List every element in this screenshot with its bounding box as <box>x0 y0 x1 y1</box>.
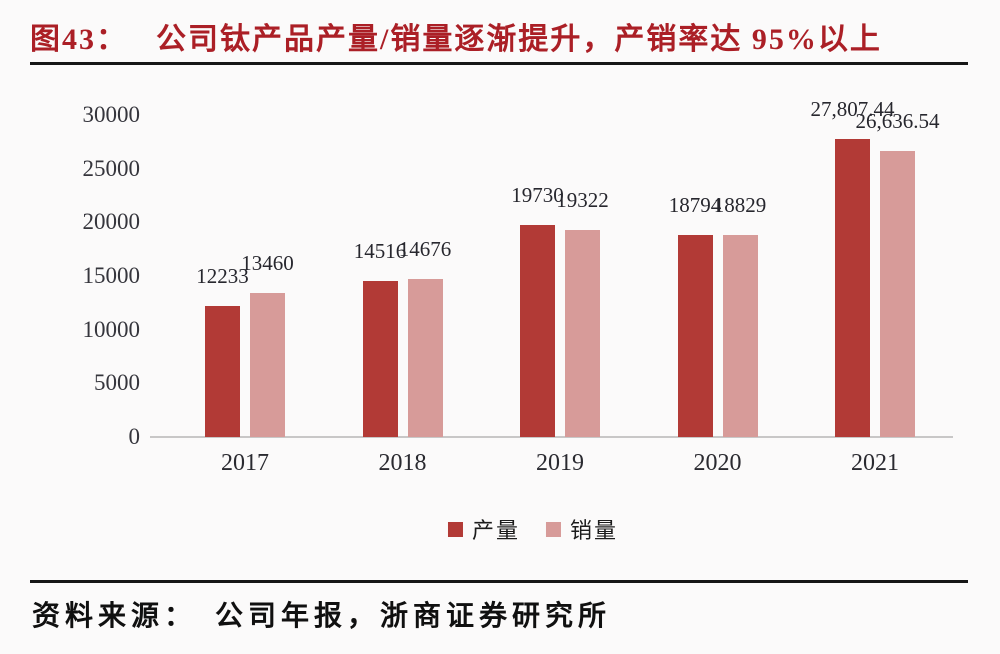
chart-legend: 产量 销量 <box>447 513 618 545</box>
sales-value-label-2020: 18829 <box>713 192 767 217</box>
production-value-label-2018: 14516 <box>353 239 407 264</box>
y-axis-tick-label: 25000 <box>82 155 141 181</box>
bar-chart: 0 5000 10000 15000 20000 25000 30000 12233 14516… <box>82 96 953 476</box>
sales-value-label-2017: 13460 <box>241 250 294 275</box>
figure-label: 图43： <box>30 23 128 56</box>
sales-bar-2021 <box>880 151 915 437</box>
production-bar-2020 <box>677 235 713 437</box>
production-bar-2021 <box>835 138 870 437</box>
y-axis-tick-label: 10000 <box>82 316 141 342</box>
figure-title: 公司钛产品产量/销量逐渐提升，产销率达 95%以上 <box>156 23 882 56</box>
sales-bar-2017 <box>250 292 285 437</box>
x-axis-line <box>150 436 953 438</box>
sales-value-label-2019: 19322 <box>556 187 609 212</box>
production-value-label-2017: 12233 <box>196 263 249 288</box>
source-line: 资料来源： 公司年报，浙商证券研究所 <box>32 594 611 634</box>
legend-label-sales: 销量 <box>570 518 619 543</box>
source-prefix: 资料来源： <box>32 601 198 632</box>
source-text: 公司年报，浙商证券研究所 <box>215 601 612 632</box>
sales-value-label-2021: 26,636.54 <box>855 109 940 134</box>
production-bar-2018 <box>362 281 398 437</box>
sales-bar-2020 <box>722 234 758 437</box>
y-axis-tick-label: 5000 <box>94 370 140 396</box>
production-value-label-2019: 19730 <box>511 183 564 208</box>
title-divider <box>30 62 968 65</box>
sales-bar-2019 <box>565 229 600 437</box>
y-axis-tick-label: 20000 <box>82 209 141 235</box>
legend-swatch-production <box>447 521 463 537</box>
x-axis-label-2019: 2019 <box>536 450 584 476</box>
x-axis-label-2021: 2021 <box>851 450 899 476</box>
source-divider <box>30 580 968 583</box>
legend-item-sales: 销量 <box>546 513 618 545</box>
sales-bar-2018 <box>407 279 443 437</box>
y-axis-tick-label: 30000 <box>82 102 141 127</box>
sales-value-label-2018: 14676 <box>398 237 452 262</box>
legend-label-production: 产量 <box>471 518 520 543</box>
production-value-label-2020: 18794 <box>668 193 722 218</box>
legend-item-production: 产量 <box>447 513 520 545</box>
x-axis-label-2017: 2017 <box>221 450 269 476</box>
y-axis-tick-label: 0 <box>128 424 141 449</box>
production-bar-2019 <box>520 225 555 437</box>
figure-header: 图43： 公司钛产品产量/销量逐渐提升，产销率达 95%以上 <box>30 14 882 58</box>
legend-swatch-sales <box>546 521 561 537</box>
x-axis-label-2018: 2018 <box>378 450 427 476</box>
x-axis-label-2020: 2020 <box>693 450 742 476</box>
y-axis-tick-label: 15000 <box>82 263 141 288</box>
production-bar-2017 <box>205 305 240 437</box>
production-value-label-2021: 27,807.44 <box>810 96 895 121</box>
